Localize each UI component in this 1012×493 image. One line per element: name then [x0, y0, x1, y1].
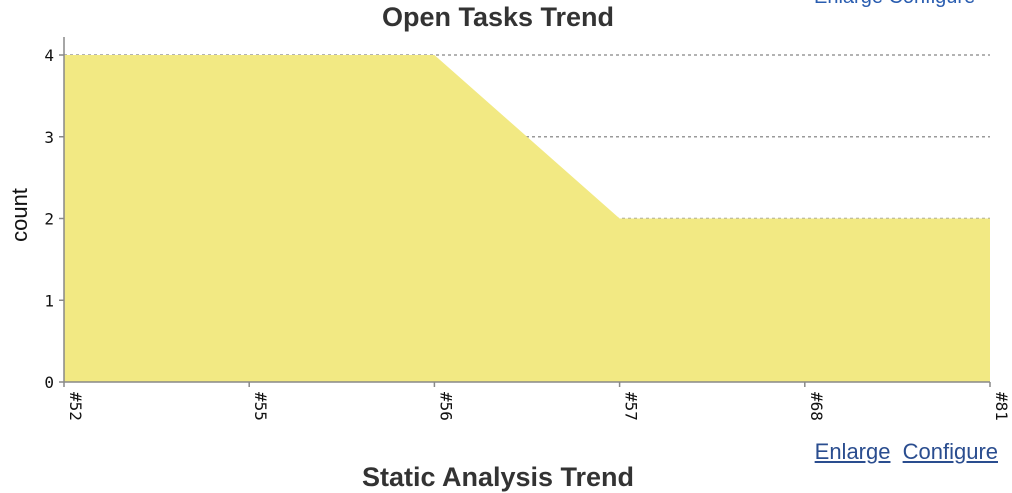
y-tick-label-2: 2	[44, 210, 54, 229]
area-fill	[64, 55, 990, 382]
y-tick-label-1: 1	[44, 291, 54, 310]
x-tick-label: #81	[992, 392, 1011, 421]
y-tick-label-3: 3	[44, 128, 54, 147]
y-axis-label: count	[7, 188, 32, 242]
enlarge-link[interactable]: Enlarge	[814, 439, 891, 464]
x-tick-label: #57	[622, 392, 641, 421]
chart-title: Open Tasks Trend	[381, 2, 615, 32]
x-tick-label: #55	[251, 392, 270, 421]
x-tick-label: #52	[66, 392, 85, 421]
y-tick-label-0: 0	[44, 373, 54, 392]
x-tick-label: #56	[436, 392, 455, 421]
x-tick-label: #68	[807, 392, 826, 421]
configure-link[interactable]: Configure	[902, 439, 998, 464]
chart-links: Enlarge Configure	[815, 439, 998, 465]
chart-svg: 0 1 2 3 4 #52 #55 #56 #57 #68 #81 count	[7, 37, 1011, 421]
y-tick-label-4: 4	[44, 46, 54, 65]
next-chart-title: Static Analysis Trend	[361, 462, 635, 492]
top-links-cut-off[interactable]: Enlarge Configure	[814, 0, 975, 9]
